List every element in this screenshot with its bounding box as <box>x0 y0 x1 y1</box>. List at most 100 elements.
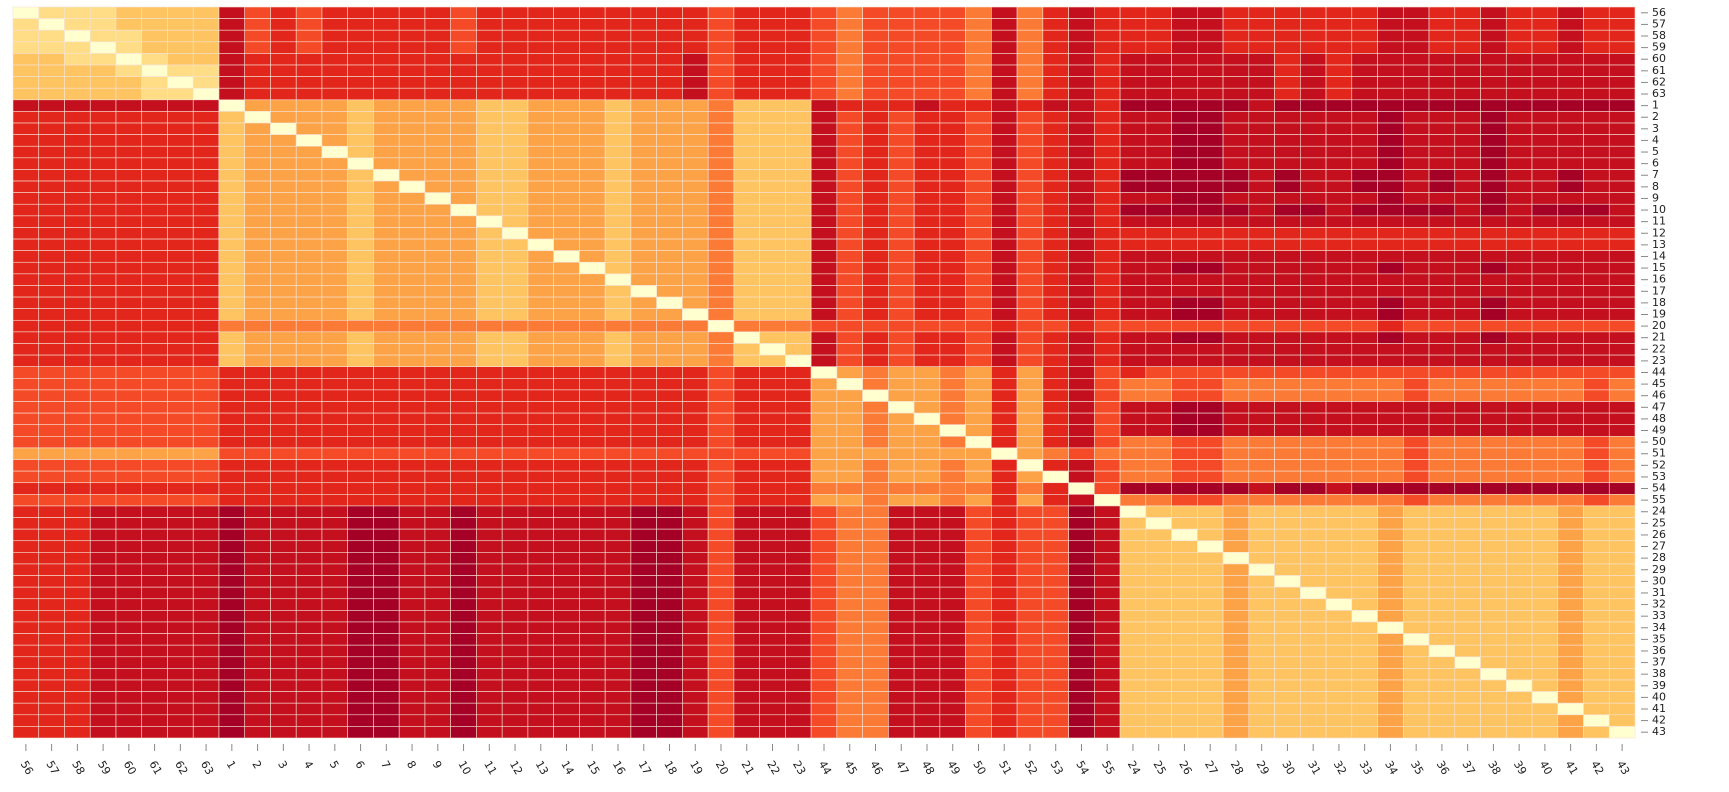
heatmap-cell <box>759 41 786 54</box>
heatmap-cell <box>733 76 760 89</box>
heatmap-cell <box>1119 575 1147 588</box>
heatmap-cell <box>527 517 554 530</box>
heatmap-cell <box>501 726 529 739</box>
heatmap-cell <box>939 6 966 19</box>
heatmap-cell <box>398 679 426 692</box>
heatmap-cell <box>1325 598 1353 611</box>
heatmap-cell <box>1119 691 1147 704</box>
heatmap-cell <box>38 424 65 437</box>
heatmap-cell <box>141 134 168 147</box>
heatmap-cell <box>321 656 348 669</box>
heatmap-cell <box>913 447 941 460</box>
heatmap-cell <box>527 343 554 356</box>
heatmap-cell <box>759 180 786 193</box>
heatmap-cell <box>141 157 168 170</box>
heatmap-cell <box>450 517 477 530</box>
heatmap-cell <box>1094 343 1121 356</box>
heatmap-cell <box>424 76 451 89</box>
heatmap-cell <box>1094 76 1121 89</box>
heatmap-cell <box>1300 575 1327 588</box>
heatmap-cell <box>1094 726 1121 739</box>
heatmap-cell <box>630 111 657 124</box>
heatmap-cell <box>1402 99 1430 112</box>
heatmap-cell <box>64 87 91 101</box>
heatmap-cell <box>682 586 709 600</box>
heatmap-cell <box>167 343 194 356</box>
heatmap-cell <box>1145 389 1172 402</box>
heatmap-cell <box>939 273 966 286</box>
heatmap-cell <box>836 447 863 460</box>
heatmap-cell <box>64 366 91 379</box>
heatmap-cell <box>1274 656 1301 669</box>
heatmap-cell <box>115 436 143 449</box>
heatmap-cell <box>1608 447 1636 460</box>
heatmap-cell <box>398 482 426 495</box>
heatmap-cell <box>1608 610 1636 623</box>
heatmap-cell <box>1068 528 1095 542</box>
heatmap-cell <box>476 169 503 182</box>
heatmap-cell <box>1557 6 1584 19</box>
y-tick-label: 35 <box>1652 632 1666 645</box>
heatmap-cell <box>656 180 683 193</box>
heatmap-cell <box>1119 29 1147 43</box>
heatmap-cell <box>888 285 915 298</box>
heatmap-cell <box>656 540 683 553</box>
heatmap-cell <box>501 319 529 333</box>
heatmap-cell <box>888 250 915 263</box>
heatmap-cell <box>862 366 889 379</box>
heatmap-cell <box>450 702 477 716</box>
heatmap-cell <box>785 714 812 727</box>
heatmap-cell <box>682 482 709 495</box>
heatmap-cell <box>1222 424 1250 437</box>
heatmap-cell <box>965 134 992 147</box>
heatmap-cell <box>38 122 65 135</box>
heatmap-cell <box>1274 702 1301 716</box>
heatmap-cell <box>1300 378 1327 391</box>
heatmap-cell <box>1119 459 1147 472</box>
heatmap-cell <box>1583 99 1610 112</box>
heatmap-cell <box>604 633 632 646</box>
heatmap-cell <box>553 610 580 623</box>
heatmap-cell <box>501 436 529 449</box>
heatmap-cell <box>836 296 863 309</box>
x-tick-label: 49 <box>945 759 963 778</box>
heatmap-cell <box>991 41 1018 54</box>
heatmap-cell <box>64 6 91 19</box>
heatmap-cell <box>1505 192 1533 205</box>
heatmap-cell <box>115 227 143 240</box>
heatmap-cell <box>1402 87 1430 101</box>
heatmap-cell <box>476 563 503 576</box>
heatmap-cell <box>1222 354 1250 367</box>
heatmap-cell <box>12 482 40 495</box>
x-tick-label: 33 <box>1356 759 1374 778</box>
heatmap-cell <box>682 679 709 692</box>
heatmap-cell <box>1402 459 1430 472</box>
heatmap-cell <box>1351 447 1378 460</box>
heatmap-cell <box>476 122 503 135</box>
heatmap-cell <box>501 99 529 112</box>
heatmap-cell <box>244 702 271 716</box>
heatmap-cell <box>1016 528 1044 542</box>
heatmap-cell <box>64 459 91 472</box>
heatmap-cell <box>321 250 348 263</box>
heatmap-cell <box>579 354 606 367</box>
heatmap-cell <box>579 505 606 518</box>
heatmap-cell <box>1042 18 1069 31</box>
heatmap-cell <box>1480 494 1507 507</box>
heatmap-cell <box>630 354 657 367</box>
heatmap-cell <box>1377 714 1404 727</box>
heatmap-cell <box>630 169 657 182</box>
heatmap-cell <box>656 447 683 460</box>
heatmap-cell <box>1300 621 1327 634</box>
heatmap-cell <box>1119 285 1147 298</box>
heatmap-cell <box>1300 76 1327 89</box>
heatmap-cell <box>991 702 1018 716</box>
heatmap-cell <box>707 145 735 159</box>
heatmap-cell <box>270 331 297 344</box>
heatmap-cell <box>1557 111 1584 124</box>
heatmap-cell <box>939 656 966 669</box>
heatmap-cell <box>64 726 91 739</box>
heatmap-cell <box>656 64 683 77</box>
heatmap-cell <box>1042 702 1069 716</box>
heatmap-cell <box>656 99 683 112</box>
